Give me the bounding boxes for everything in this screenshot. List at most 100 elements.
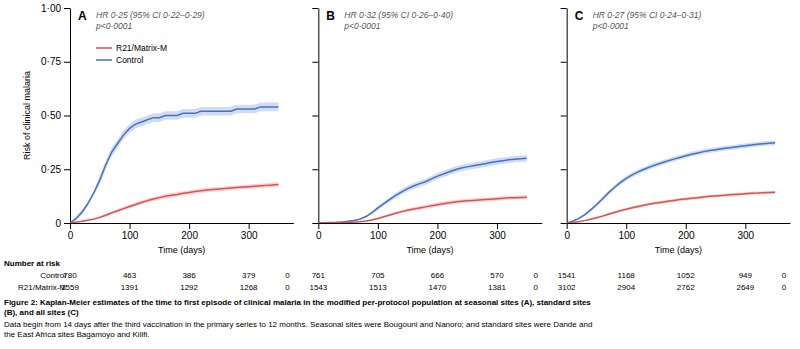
y-tick: 0·50 bbox=[41, 110, 70, 121]
y-tick bbox=[312, 223, 318, 224]
legend-swatch bbox=[96, 47, 112, 49]
x-tick: 200 bbox=[430, 223, 447, 241]
legend: R21/Matrix-M Control bbox=[96, 43, 167, 65]
x-axis: 0 100 200 300 bbox=[564, 223, 790, 241]
risk-value: 3102 bbox=[558, 283, 576, 292]
risk-value: 666 bbox=[431, 271, 445, 280]
y-tick: 0·75 bbox=[41, 56, 70, 67]
caption: Data begin from 14 days after the third … bbox=[4, 320, 592, 339]
x-axis-title: Time (days) bbox=[406, 245, 453, 255]
risk-table: 780463386379015591391129212680 bbox=[61, 271, 290, 292]
x-tick-label: 300 bbox=[737, 230, 754, 241]
annotation: HR 0·27 (95% CI 0·24–0·31) bbox=[593, 10, 702, 20]
y-tick bbox=[312, 8, 318, 9]
y-tick-mark bbox=[312, 116, 318, 117]
ci-band bbox=[567, 191, 775, 223]
y-tick-mark bbox=[64, 62, 70, 63]
risk-value: 761 bbox=[312, 271, 326, 280]
x-axis-line bbox=[71, 223, 294, 224]
y-tick bbox=[312, 62, 318, 63]
x-tick-label: 200 bbox=[181, 230, 198, 241]
risk-value: 570 bbox=[490, 271, 504, 280]
y-tick-mark bbox=[561, 116, 567, 117]
annotation: p<0·0001 bbox=[592, 21, 629, 31]
y-tick-mark bbox=[312, 8, 318, 9]
risk-value: 0 bbox=[285, 271, 290, 280]
x-tick-label: 0 bbox=[564, 230, 570, 241]
ci-band bbox=[70, 103, 278, 223]
x-tick-label: 300 bbox=[489, 230, 506, 241]
panel: 0100200300BHR 0·32 (95% CI 0·26–0·40)p<0… bbox=[312, 9, 542, 256]
x-tick-label: 200 bbox=[678, 230, 695, 241]
y-axis-line bbox=[567, 9, 568, 224]
caption-line: (B), and all sites (C) bbox=[4, 308, 79, 317]
y-tick bbox=[561, 8, 567, 9]
y-tick-label: 0 bbox=[55, 218, 61, 229]
risk-value: 1513 bbox=[369, 283, 387, 292]
risk-value: 2762 bbox=[677, 283, 695, 292]
x-tick-mark bbox=[318, 223, 319, 229]
x-tick-mark bbox=[189, 223, 190, 229]
x-axis-title: Time (days) bbox=[655, 245, 702, 255]
risk-value: 0 bbox=[533, 271, 538, 280]
x-axis-line bbox=[567, 223, 790, 224]
x-tick: 0 bbox=[564, 223, 570, 241]
y-tick-mark bbox=[561, 62, 567, 63]
y-tick bbox=[561, 169, 567, 170]
series-line bbox=[567, 192, 775, 223]
y-tick-label: 0·75 bbox=[41, 56, 61, 67]
risk-value: 2904 bbox=[617, 283, 635, 292]
x-tick-mark bbox=[745, 223, 746, 229]
x-axis-line bbox=[319, 223, 542, 224]
x-tick: 300 bbox=[489, 223, 506, 241]
risk-value: 949 bbox=[739, 271, 753, 280]
risk-table-title: Number at risk bbox=[4, 259, 61, 268]
y-tick-mark bbox=[64, 8, 70, 9]
x-tick-label: 100 bbox=[122, 230, 139, 241]
legend-item: R21/Matrix-M bbox=[96, 43, 167, 53]
x-tick-mark bbox=[70, 223, 71, 229]
figure: 010020030000·250·500·751·00AHR 0·25 (95%… bbox=[0, 0, 800, 349]
risk-table: 154111681052949031022904276226490 bbox=[558, 271, 787, 292]
y-tick-mark bbox=[561, 169, 567, 170]
ci-band bbox=[318, 155, 526, 223]
y-tick bbox=[561, 223, 567, 224]
y-tick: 1·00 bbox=[41, 3, 70, 14]
legend-item: Control bbox=[96, 55, 144, 65]
y-tick-mark bbox=[64, 116, 70, 117]
series-line bbox=[70, 107, 278, 223]
x-axis: 0100200300 bbox=[316, 223, 542, 241]
y-axis-line bbox=[318, 9, 319, 224]
annotation: p<0·0001 bbox=[95, 21, 132, 31]
risk-value: 379 bbox=[242, 271, 256, 280]
x-tick-mark bbox=[567, 223, 568, 229]
series-line bbox=[318, 158, 526, 223]
y-tick-mark bbox=[561, 8, 567, 9]
legend-label: Control bbox=[116, 55, 144, 65]
risk-value: 705 bbox=[371, 271, 385, 280]
y-tick-label: 1·00 bbox=[41, 3, 61, 14]
x-tick-label: 100 bbox=[618, 230, 635, 241]
x-tick: 0 bbox=[316, 223, 322, 241]
y-axis-title: Risk of clinical malaria bbox=[22, 71, 32, 160]
y-tick-mark bbox=[312, 223, 318, 224]
annotation: HR 0·25 (95% CI 0·22–0·29) bbox=[96, 10, 205, 20]
y-tick-mark bbox=[312, 62, 318, 63]
ci-band bbox=[70, 182, 278, 223]
risk-value: 2649 bbox=[736, 283, 754, 292]
x-axis-title: Time (days) bbox=[158, 245, 205, 255]
risk-value: 1168 bbox=[618, 271, 636, 280]
panel: 0100200300CHR 0·27 (95% CI 0·24–0·31)p<0… bbox=[561, 9, 791, 256]
legend-label: R21/Matrix-M bbox=[116, 43, 167, 53]
risk-row-label: R21/Matrix-M bbox=[18, 283, 66, 292]
ci-band bbox=[318, 195, 526, 223]
risk-value: 1052 bbox=[677, 271, 695, 280]
plot-area bbox=[318, 155, 526, 223]
x-tick: 200 bbox=[181, 223, 198, 241]
risk-value: 1470 bbox=[429, 283, 447, 292]
annotation: HR 0·32 (95% CI 0·26–0·40) bbox=[344, 10, 453, 20]
caption-line: the East Africa sites Bagamoyo and Kilif… bbox=[4, 330, 149, 339]
x-tick-label: 300 bbox=[241, 230, 258, 241]
plot-area bbox=[70, 103, 278, 223]
x-tick: 200 bbox=[678, 223, 695, 241]
